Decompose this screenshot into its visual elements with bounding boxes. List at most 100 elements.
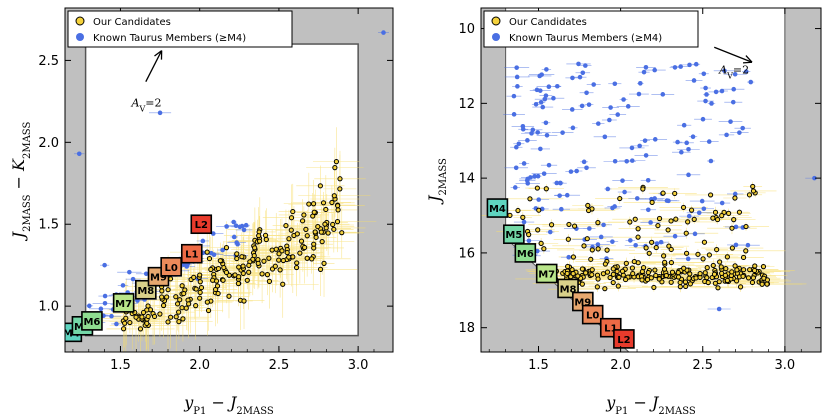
- known-member-point: [157, 110, 163, 116]
- known-member-point: [598, 234, 604, 240]
- candidate-point: [280, 281, 286, 287]
- known-member-point: [641, 69, 647, 75]
- known-member-point: [658, 239, 664, 245]
- candidate-point: [311, 209, 317, 215]
- known-member-point: [537, 88, 543, 93]
- known-member-point: [557, 193, 562, 198]
- spectral-label-m7: M7: [538, 269, 555, 280]
- known-member-point: [610, 205, 615, 211]
- known-member-point: [514, 65, 519, 70]
- candidate-point: [607, 274, 613, 281]
- candidate-point: [335, 207, 341, 213]
- candidate-point: [731, 217, 737, 223]
- candidate-point: [669, 269, 676, 275]
- candidate-point: [705, 279, 711, 286]
- candidate-point: [234, 255, 240, 262]
- candidate-point: [663, 272, 669, 279]
- candidate-point: [734, 267, 740, 273]
- known-member-point: [700, 116, 706, 122]
- candidate-point: [619, 268, 626, 274]
- candidate-point: [266, 255, 272, 261]
- known-member-point: [120, 283, 126, 288]
- candidate-point: [589, 272, 595, 278]
- known-member-point: [224, 224, 229, 229]
- known-member-point: [703, 85, 708, 91]
- legend: Our Candidates Known Taurus Members (≥M4): [483, 10, 699, 48]
- arrow-head-icon: [154, 50, 163, 60]
- candidate-point: [747, 267, 753, 273]
- known-member-point: [514, 74, 520, 80]
- known-member-point: [537, 73, 542, 79]
- candidate-point: [333, 159, 340, 165]
- known-member-point: [231, 219, 237, 225]
- panel-left: AV=2M4M5M6M7M8M9L0L1L21.52.02.53.01.01.5…: [9, 7, 394, 415]
- candidate-point: [226, 293, 232, 299]
- candidate-point: [746, 192, 753, 198]
- candidate-point: [644, 276, 651, 283]
- known-member-point: [621, 97, 626, 102]
- known-member-point: [233, 223, 239, 228]
- candidate-point: [707, 192, 714, 198]
- candidate-point: [515, 207, 521, 214]
- known-member-point: [612, 81, 618, 87]
- candidate-point: [622, 276, 629, 283]
- candidate-point: [303, 226, 309, 232]
- candidate-point: [570, 271, 576, 277]
- known-member-point: [541, 171, 547, 176]
- known-member-point: [220, 247, 225, 253]
- candidate-point: [144, 320, 150, 326]
- known-member-point: [637, 143, 642, 149]
- known-member-point: [652, 137, 658, 142]
- candidate-point: [683, 250, 690, 256]
- spectral-label-m7: M7: [115, 299, 132, 310]
- candidate-point: [589, 267, 595, 273]
- candidate-point: [710, 215, 716, 221]
- spectral-label-l0: L0: [586, 311, 599, 322]
- candidate-point: [715, 216, 721, 223]
- known-member-point: [526, 238, 532, 244]
- candidate-point: [261, 258, 267, 264]
- spectral-box-m4: [486, 198, 509, 218]
- known-member-point: [625, 104, 631, 109]
- known-member-point: [243, 222, 249, 228]
- known-member-point: [624, 158, 630, 164]
- y-axis: 10 12 14 16 18: [458, 22, 821, 336]
- candidate-point: [277, 267, 283, 273]
- candidate-point: [239, 254, 245, 260]
- known-member-point: [554, 180, 560, 186]
- candidate-point: [191, 274, 197, 280]
- candidate-point: [157, 311, 163, 317]
- known-member-point: [638, 81, 643, 86]
- x-tick-label: 2.0: [189, 358, 210, 373]
- known-member-point: [706, 139, 712, 144]
- candidate-point: [579, 266, 585, 272]
- spectral-label-m4: M4: [489, 204, 506, 215]
- candidate-point: [655, 222, 661, 229]
- candidate-point: [306, 201, 312, 207]
- candidate-point: [321, 260, 327, 266]
- known-member-point: [660, 92, 666, 97]
- known-member-point: [555, 83, 560, 89]
- candidate-point: [210, 277, 216, 283]
- known-member-point: [591, 82, 596, 87]
- known-member-point: [703, 98, 708, 104]
- candidate-point: [217, 258, 223, 264]
- known-member-point: [535, 173, 541, 179]
- known-member-point: [235, 241, 240, 247]
- known-member-point: [538, 146, 543, 152]
- candidate-point: [586, 207, 592, 214]
- known-member-point: [722, 68, 727, 74]
- legend-known-label: Known Taurus Members (≥M4): [93, 33, 246, 44]
- x-axis-label: yP1 − J2MASS: [183, 393, 274, 415]
- x-axis: 1.5 2.0 2.5 3.0: [488, 8, 802, 373]
- x-tick-label: 3.0: [775, 358, 796, 373]
- candidate-point: [729, 225, 735, 231]
- candidate-point: [337, 186, 343, 192]
- known-member-point: [557, 180, 563, 186]
- spectral-label-m8: M8: [560, 284, 577, 295]
- known-member-point: [533, 101, 539, 107]
- candidate-point: [536, 207, 542, 213]
- y-tick-label: 2.5: [38, 54, 59, 69]
- candidate-point: [234, 251, 240, 257]
- candidate-point: [683, 230, 689, 236]
